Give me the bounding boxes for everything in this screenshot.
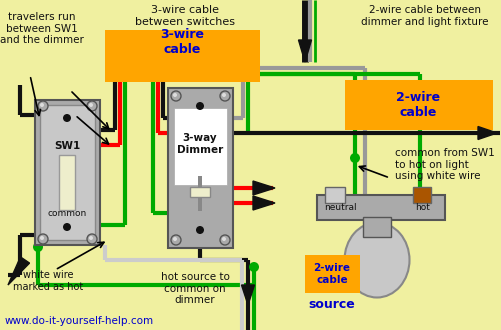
Circle shape — [221, 237, 225, 241]
Circle shape — [171, 91, 181, 101]
Text: 3-wire
cable: 3-wire cable — [160, 28, 203, 56]
Text: common from SW1
to hot on light
using white wire: common from SW1 to hot on light using wh… — [394, 148, 494, 181]
Circle shape — [173, 93, 177, 97]
Circle shape — [40, 103, 44, 107]
Bar — [362, 217, 390, 237]
Circle shape — [195, 102, 203, 110]
Text: 2-wire cable between
dimmer and light fixture: 2-wire cable between dimmer and light fi… — [361, 5, 488, 27]
Ellipse shape — [344, 222, 409, 298]
Bar — [324, 187, 344, 203]
Text: hot: hot — [415, 203, 429, 212]
Text: SW1: SW1 — [54, 141, 80, 151]
Polygon shape — [298, 40, 311, 62]
Polygon shape — [477, 126, 496, 140]
Circle shape — [349, 153, 359, 163]
Text: travelers run
between SW1
and the dimmer: travelers run between SW1 and the dimmer — [0, 12, 84, 45]
Circle shape — [38, 234, 48, 244]
Polygon shape — [253, 181, 275, 195]
Circle shape — [33, 242, 43, 252]
Bar — [59, 155, 75, 210]
Polygon shape — [241, 285, 254, 305]
Bar — [412, 187, 430, 203]
Bar — [174, 108, 226, 185]
Circle shape — [195, 226, 203, 234]
Text: hot source to
common on
dimmer: hot source to common on dimmer — [160, 272, 229, 305]
Text: 2-wire
cable: 2-wire cable — [395, 91, 439, 119]
Circle shape — [38, 101, 48, 111]
Circle shape — [219, 235, 229, 245]
Text: common: common — [47, 209, 87, 217]
Text: neutral: neutral — [323, 203, 356, 212]
Bar — [40, 105, 95, 240]
Circle shape — [221, 93, 225, 97]
Circle shape — [89, 103, 93, 107]
Bar — [189, 187, 209, 197]
Bar — [305, 255, 359, 293]
Circle shape — [248, 262, 259, 272]
Bar — [344, 80, 492, 130]
Text: 2-wire
cable: 2-wire cable — [313, 263, 350, 285]
Text: white wire
marked as hot: white wire marked as hot — [13, 270, 83, 292]
Circle shape — [219, 91, 229, 101]
Text: www.do-it-yourself-help.com: www.do-it-yourself-help.com — [5, 316, 154, 326]
Bar — [168, 88, 232, 248]
Circle shape — [173, 237, 177, 241]
Text: 3-wire cable
between switches: 3-wire cable between switches — [135, 5, 234, 27]
Circle shape — [63, 223, 71, 231]
Bar — [35, 100, 100, 245]
Text: source: source — [308, 298, 355, 311]
Polygon shape — [8, 257, 30, 285]
Polygon shape — [253, 196, 275, 210]
Circle shape — [63, 114, 71, 122]
Bar — [316, 195, 444, 220]
Text: 3-way
Dimmer: 3-way Dimmer — [176, 133, 222, 155]
Circle shape — [89, 236, 93, 240]
Circle shape — [40, 236, 44, 240]
Bar — [105, 30, 260, 82]
Circle shape — [87, 234, 97, 244]
Bar — [197, 176, 201, 211]
Circle shape — [171, 235, 181, 245]
Circle shape — [87, 101, 97, 111]
